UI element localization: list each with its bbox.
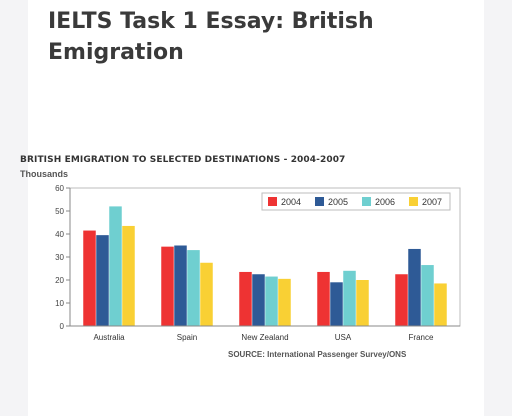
legend-swatch-2005 [315, 197, 324, 206]
y-tick-label: 40 [55, 230, 64, 239]
page-title: IELTS Task 1 Essay: British Emigration [48, 9, 374, 65]
y-tick-label: 20 [55, 276, 64, 285]
bar-australia-2007 [122, 225, 135, 326]
bar-usa-2007 [356, 280, 369, 326]
y-tick-label: 60 [55, 184, 64, 193]
legend: 2004 2005 2006 2007 [261, 192, 451, 211]
bar-usa-2004 [317, 271, 330, 326]
bar-usa-2006 [343, 270, 356, 326]
bar-france-2004 [395, 274, 408, 326]
x-tick-label: Australia [93, 333, 125, 342]
x-axis: Australia Spain New Zealand USA France [70, 325, 460, 342]
legend-label-2005: 2005 [328, 197, 348, 207]
bar-france-2005 [408, 248, 421, 326]
bar-spain-2007 [200, 262, 213, 326]
x-tick-label: France [409, 333, 434, 342]
bar-new-zealand-2006 [265, 276, 278, 326]
y-tick-label: 10 [55, 299, 64, 308]
bar-spain-2005 [174, 245, 187, 326]
bar-new-zealand-2007 [278, 278, 291, 326]
bar-new-zealand-2005 [252, 274, 265, 326]
bar-usa-2005 [330, 282, 343, 326]
source-note: SOURCE: International Passenger Survey/O… [228, 350, 407, 359]
x-tick-label: USA [335, 333, 352, 342]
bar-australia-2006 [109, 206, 122, 326]
bar-spain-2006 [187, 250, 200, 326]
legend-label-2004: 2004 [281, 197, 301, 207]
y-tick-label: 30 [55, 253, 64, 262]
bar-new-zealand-2004 [239, 271, 252, 326]
bar-spain-2004 [161, 246, 174, 326]
y-axis-label: Thousands [20, 169, 69, 179]
legend-swatch-2004 [268, 197, 277, 206]
legend-swatch-2007 [409, 197, 418, 206]
x-tick-label: New Zealand [241, 333, 288, 342]
legend-box [261, 192, 451, 211]
legend-label-2007: 2007 [422, 197, 442, 207]
legend-swatch-2006 [362, 197, 371, 206]
y-tick-label: 0 [60, 322, 65, 331]
bar-france-2007 [434, 283, 447, 326]
chart-title: BRITISH EMIGRATION TO SELECTED DESTINATI… [20, 155, 346, 165]
bars-group [83, 206, 447, 326]
y-axis: 0 10 20 30 40 50 60 [55, 184, 71, 331]
bar-australia-2004 [83, 230, 96, 326]
bar-france-2006 [421, 265, 434, 326]
legend-label-2006: 2006 [375, 197, 395, 207]
x-tick-label: Spain [177, 333, 197, 342]
y-tick-label: 50 [55, 207, 64, 216]
bar-australia-2005 [96, 235, 109, 326]
